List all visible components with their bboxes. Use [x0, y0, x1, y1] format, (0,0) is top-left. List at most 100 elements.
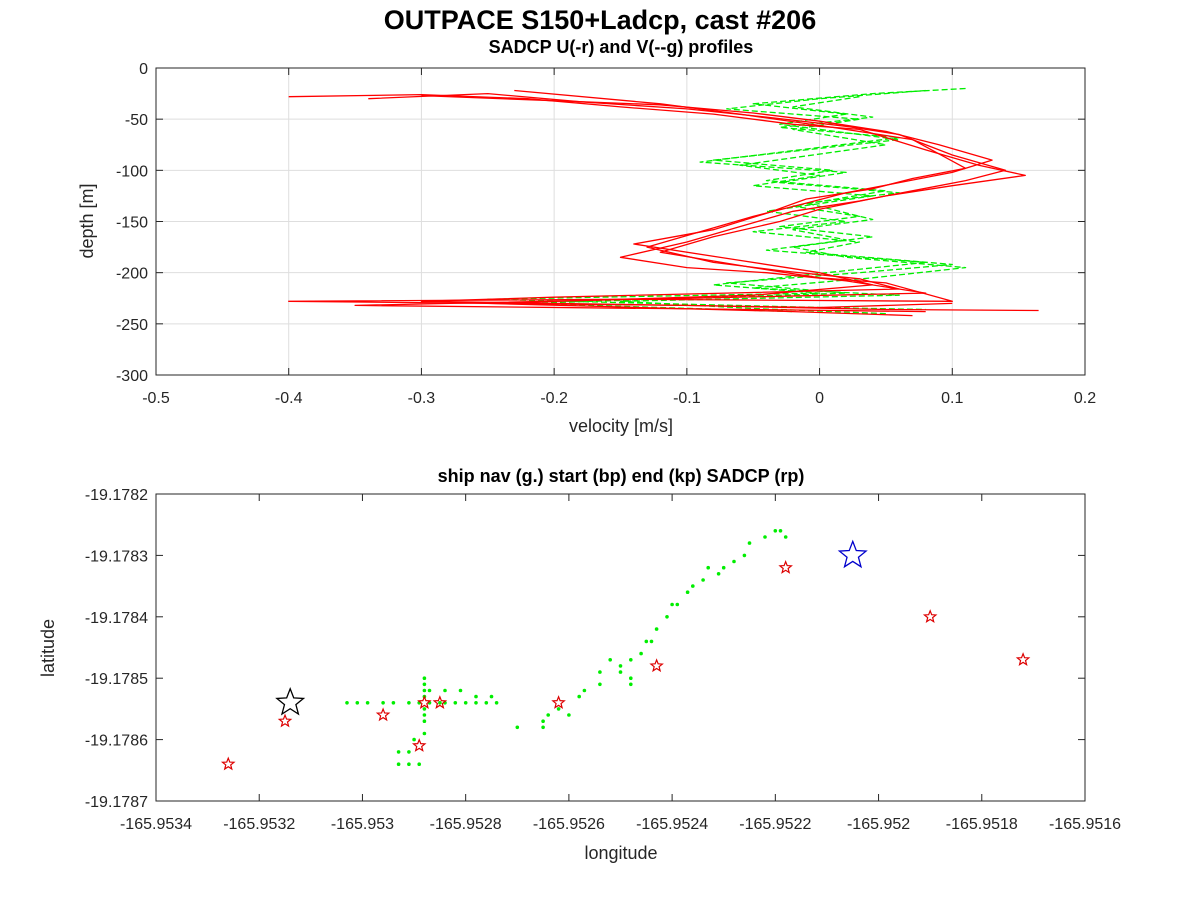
sadcp-star-marker: [922, 609, 938, 623]
profile-y-axis-label: depth [m]: [77, 183, 97, 258]
ship-nav-point: [438, 701, 442, 705]
sadcp-star-marker: [411, 738, 427, 752]
nav-axes-box: [155, 493, 1086, 802]
ship-nav-point: [732, 559, 736, 564]
ship-nav-point: [701, 578, 705, 582]
nav-x-tick-label: -165.952: [847, 816, 910, 833]
nav-x-tick-label: -165.9528: [430, 816, 502, 833]
nav-x-tick-label: -165.9532: [223, 816, 295, 833]
ship-nav-point: [685, 590, 690, 594]
ship-nav-point: [608, 658, 612, 662]
ship-nav-point: [546, 713, 550, 717]
nav-ticks: -165.9534 -165.9532 -165.953 -165.9528 -165.…: [85, 487, 1121, 833]
ship-nav-point: [422, 682, 427, 687]
nav-x-tick-label: -165.9534: [120, 816, 192, 833]
end-star-marker: [275, 686, 306, 716]
ship-nav-point: [427, 688, 432, 693]
u-profile-line: [420, 94, 993, 309]
profile-ticks: -0.5 -0.4 -0.3 -0.2 -0.1 0 0.1 0.2 -300 -250 -200 -…: [116, 61, 1096, 407]
nav-y-tick-label: -19.1782: [85, 487, 148, 504]
sadcp-star-marker: [277, 713, 293, 728]
profile-y-tick-label: -300: [116, 368, 148, 385]
ship-nav-point: [407, 750, 411, 754]
profile-y-tick-label: -150: [116, 215, 148, 232]
nav-y-tick-label: -19.1785: [85, 671, 148, 688]
nav-chart: ship nav (g.) start (bp) end (kp) SADCP …: [38, 466, 1121, 863]
ship-nav-point: [649, 639, 654, 644]
sadcp-star-marker: [432, 695, 448, 709]
ship-nav-point: [541, 719, 545, 723]
profile-x-tick-label: -0.5: [142, 390, 170, 407]
start-star-marker: [837, 539, 868, 569]
ship-nav-point: [355, 701, 360, 705]
figure-title: OUTPACE S150+Ladcp, cast #206: [384, 5, 816, 35]
ship-nav-point: [422, 676, 427, 680]
ship-nav-point: [453, 701, 458, 705]
ship-nav-point: [458, 688, 463, 693]
ship-nav-point: [422, 688, 427, 693]
ship-nav-point: [443, 688, 447, 693]
sadcp-star-marker: [375, 707, 391, 722]
ship-nav-point: [742, 553, 747, 558]
ship-nav-point: [691, 584, 695, 588]
nav-markers: [220, 529, 1031, 771]
v-profile-line: [487, 96, 927, 311]
profile-x-tick-label: -0.2: [540, 390, 568, 407]
ship-nav-point: [654, 627, 659, 631]
ship-nav-point: [763, 535, 767, 539]
ship-nav-point: [598, 682, 602, 687]
profile-x-tick-label: 0.1: [941, 390, 963, 407]
nav-y-tick-label: -19.1787: [85, 794, 148, 811]
ship-nav-point: [345, 701, 349, 705]
ship-nav-point: [494, 701, 499, 705]
ship-nav-point: [716, 572, 721, 576]
ship-nav-point: [422, 731, 427, 736]
ship-nav-point: [365, 701, 370, 705]
profile-x-axis-label: velocity [m/s]: [569, 416, 673, 436]
nav-y-axis-label: latitude: [38, 619, 58, 677]
ship-nav-point: [463, 701, 468, 705]
ship-nav-point: [644, 639, 649, 644]
ship-nav-point: [618, 664, 623, 668]
ship-nav-point: [391, 701, 396, 705]
nav-x-tick-label: -165.9522: [739, 816, 811, 833]
ship-nav-point: [639, 651, 643, 656]
ship-nav-point: [629, 682, 633, 687]
profile-x-tick-label: -0.3: [408, 390, 436, 407]
nav-x-tick-label: -165.9524: [636, 816, 708, 833]
ship-nav-point: [484, 701, 489, 705]
ship-nav-point: [665, 615, 669, 619]
ship-nav-point: [582, 688, 587, 693]
profile-x-tick-label: -0.4: [275, 390, 303, 407]
nav-y-tick-label: -19.1786: [85, 733, 148, 750]
ship-nav-point: [489, 694, 494, 699]
nav-chart-title: ship nav (g.) start (bp) end (kp) SADCP …: [438, 466, 805, 486]
profile-chart: SADCP U(-r) and V(--g) profiles -0.5 -0.4…: [77, 37, 1096, 436]
profile-x-tick-label: 0.2: [1074, 390, 1096, 407]
v-profile-line: [526, 89, 953, 313]
ship-nav-point: [577, 694, 581, 699]
ship-nav-point: [567, 713, 571, 717]
profile-y-tick-label: -200: [116, 266, 148, 283]
profile-y-tick-label: -250: [116, 317, 148, 334]
sadcp-star-marker: [551, 695, 566, 709]
nav-y-tick-label: -19.1784: [85, 610, 148, 627]
sadcp-star-marker: [417, 695, 432, 709]
ship-nav-point: [422, 707, 427, 711]
ship-nav-point: [396, 750, 401, 754]
nav-plot-area: [156, 494, 1085, 801]
ship-nav-point: [515, 725, 520, 730]
sadcp-star-marker: [778, 560, 793, 574]
ship-nav-point: [773, 529, 778, 533]
ship-nav-point: [675, 602, 680, 607]
nav-x-tick-label: -165.9526: [533, 816, 605, 833]
profile-y-tick-label: -50: [125, 112, 148, 129]
profile-y-tick-label: 0: [139, 61, 148, 78]
profile-x-tick-label: -0.1: [673, 390, 701, 407]
ship-nav-point: [670, 602, 674, 607]
nav-x-tick-label: -165.9518: [946, 816, 1018, 833]
ship-nav-point: [541, 725, 545, 730]
ship-nav-point: [706, 565, 710, 570]
ship-nav-point: [747, 541, 752, 545]
